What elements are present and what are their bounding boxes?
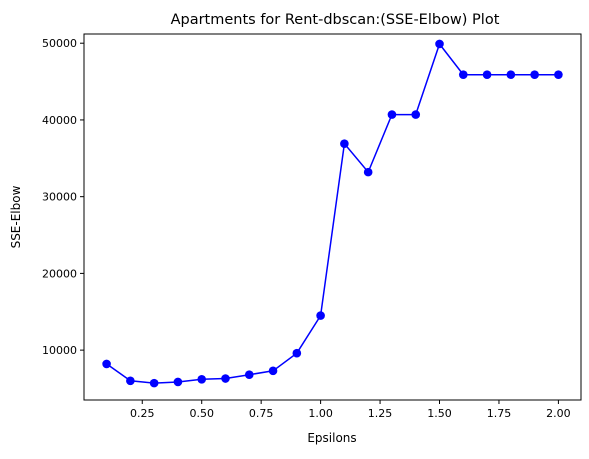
x-tick-label: 0.75 xyxy=(249,407,274,420)
x-tick-label: 1.50 xyxy=(427,407,452,420)
y-tick-label: 50000 xyxy=(42,37,77,50)
y-axis: 10000 20000 30000 40000 50000 xyxy=(42,37,84,357)
data-point xyxy=(221,374,230,383)
y-tick-label: 40000 xyxy=(42,114,77,127)
y-tick-label: 20000 xyxy=(42,267,77,280)
data-point xyxy=(340,139,349,149)
data-point xyxy=(530,70,539,79)
y-tick-label: 30000 xyxy=(42,191,77,204)
data-point xyxy=(102,359,111,369)
x-tick-label: 0.25 xyxy=(130,407,155,420)
data-point xyxy=(316,311,325,320)
data-point xyxy=(506,70,516,79)
data-point xyxy=(411,110,421,119)
y-axis-label: SSE-Elbow xyxy=(9,185,23,248)
x-axis-label: Epsilons xyxy=(307,431,356,445)
data-point xyxy=(435,39,444,49)
data-point xyxy=(126,376,135,386)
y-tick-label: 10000 xyxy=(42,344,77,357)
x-tick-label: 2.00 xyxy=(546,407,571,420)
data-point xyxy=(244,370,254,379)
data-point xyxy=(149,378,159,388)
chart-title: Apartments for Rent-dbscan:(SSE-Elbow) P… xyxy=(171,12,500,28)
data-point xyxy=(554,70,563,79)
x-tick-label: 0.50 xyxy=(189,407,214,420)
data-series xyxy=(102,39,563,388)
x-axis: 0.25 0.50 0.75 1.00 1.25 1.50 1.75 2.00 xyxy=(130,400,571,420)
data-point xyxy=(268,366,278,376)
plot-area xyxy=(83,33,582,401)
data-point xyxy=(363,167,373,177)
x-tick-label: 1.75 xyxy=(487,407,512,420)
x-tick-label: 1.25 xyxy=(368,407,393,420)
series-line xyxy=(106,42,559,384)
x-tick-label: 1.00 xyxy=(308,407,333,420)
data-point xyxy=(292,348,302,358)
data-point xyxy=(482,70,492,79)
data-point xyxy=(197,374,207,384)
data-point xyxy=(173,377,183,387)
data-point xyxy=(458,70,468,79)
data-point xyxy=(387,110,397,119)
